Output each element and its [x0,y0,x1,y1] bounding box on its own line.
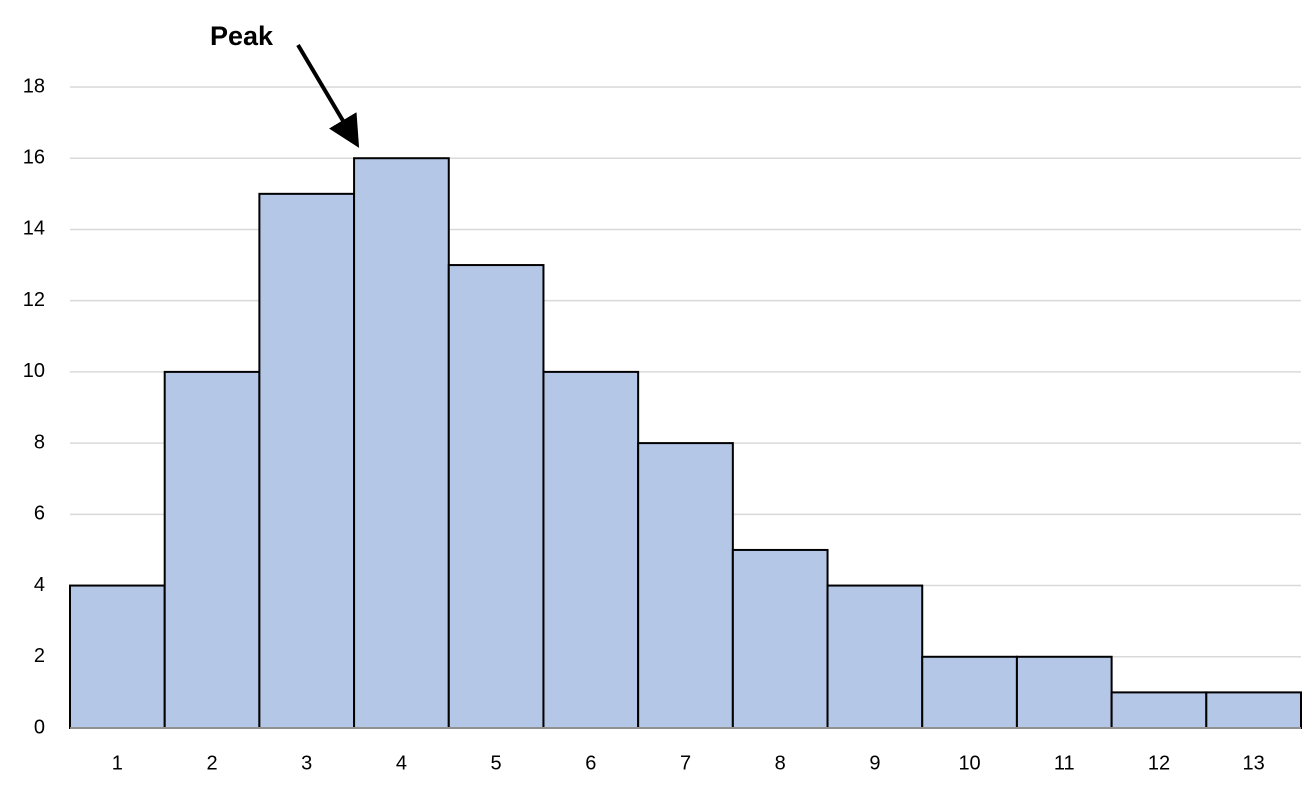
bar [1110,691,1208,730]
y-tick-label: 6 [34,503,45,525]
bar [258,192,356,730]
x-tick-label: 4 [396,752,407,774]
bar [731,548,829,730]
x-tick-label: 7 [680,752,691,774]
bar [163,370,261,729]
x-tick-label: 12 [1148,752,1170,774]
y-tick-label: 0 [34,716,45,738]
y-tick-label: 4 [34,574,45,596]
y-tick-label: 12 [23,289,45,311]
x-tick-label: 9 [869,752,880,774]
x-tick-label: 6 [585,752,596,774]
x-tick-label: 8 [775,752,786,774]
y-tick-label: 2 [34,645,45,667]
x-tick-label: 2 [206,752,217,774]
annotation-arrow [296,43,360,148]
x-tick-label: 5 [491,752,502,774]
bar [921,655,1018,729]
bar [637,442,734,729]
y-tick-label: 14 [23,218,45,240]
bar [826,584,924,729]
x-tick-label: 3 [301,752,312,774]
x-tick-label: 13 [1243,752,1265,774]
y-tick-label: 16 [23,147,45,169]
bar [1015,655,1113,729]
bar [447,264,545,729]
annotation: Peak [210,21,274,51]
y-tick-label: 10 [23,360,45,382]
bar [353,157,450,729]
bar [1205,691,1303,730]
x-tick-label: 1 [112,752,123,774]
bar [69,584,166,729]
x-tick-label: 10 [958,752,980,774]
bar [542,370,640,729]
y-tick-label: 18 [23,75,45,97]
y-tick-label: 8 [34,431,45,453]
x-tick-label: 11 [1054,752,1075,774]
